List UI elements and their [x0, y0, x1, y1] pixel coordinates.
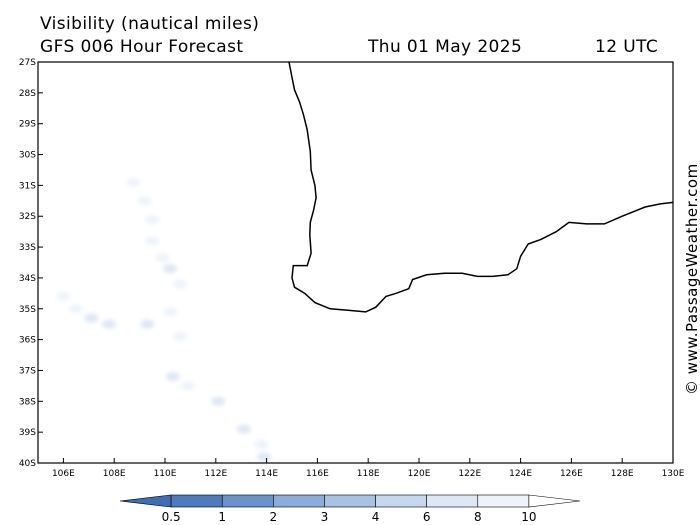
lon-tick-label: 114E — [255, 469, 278, 479]
lon-tick-label: 116E — [306, 469, 329, 479]
lon-tick-label: 122E — [458, 469, 481, 479]
lat-tick-label: 27S — [19, 58, 36, 68]
fog-patch — [56, 291, 71, 301]
colorbar-min-arrow — [119, 494, 172, 508]
lon-tick-label: 126E — [560, 469, 583, 479]
lat-tick-label: 40S — [19, 459, 36, 469]
fog-patch — [163, 264, 178, 274]
colorbar-label: 8 — [474, 510, 482, 524]
lon-tick-label: 128E — [611, 469, 634, 479]
colorbar-label: 1 — [218, 510, 226, 524]
fog-patch — [180, 381, 195, 391]
latitude-axis: 27S 28S 29S 30S 31S 32S 33S 34S 35S 36S 37S 38S 39S 4… — [19, 58, 43, 469]
colorbar-segment — [221, 494, 274, 508]
forecast-label: GFS 006 Hour Forecast — [40, 37, 244, 57]
lat-tick-label: 31S — [19, 181, 36, 191]
colorbar-label: 6 — [423, 510, 431, 524]
forecast-date: Thu 01 May 2025 — [368, 37, 523, 57]
colorbar-segment — [426, 494, 479, 508]
lat-tick-label: 35S — [19, 305, 36, 315]
colorbar-label: 3 — [321, 510, 329, 524]
visibility-fog-layer — [56, 177, 272, 462]
lon-tick-label: 108E — [103, 469, 126, 479]
fog-patch — [173, 332, 188, 342]
lon-tick-label: 110E — [154, 469, 177, 479]
forecast-time: 12 UTC — [595, 37, 659, 57]
map-frame — [37, 61, 674, 464]
colorbar-segment — [273, 494, 325, 508]
fog-patch — [69, 304, 84, 314]
colorbar-label: 4 — [372, 510, 380, 524]
colorbar-segment — [324, 494, 376, 508]
fog-patch — [145, 236, 160, 246]
fog-patch — [257, 452, 272, 462]
lat-tick-label: 30S — [19, 151, 36, 161]
fog-patch — [173, 279, 188, 289]
colorbar-label: 0.5 — [162, 510, 181, 524]
lat-tick-label: 32S — [19, 212, 36, 222]
lon-tick-label: 118E — [357, 469, 380, 479]
lat-tick-label: 39S — [19, 428, 36, 438]
fog-patch — [211, 396, 226, 406]
fog-patch — [140, 319, 155, 329]
colorbar-segment — [375, 494, 427, 508]
colorbar-max-arrow — [528, 494, 581, 508]
lon-tick-label: 120E — [408, 469, 431, 479]
fog-patch — [84, 313, 99, 323]
fog-patch — [163, 307, 178, 317]
lat-tick-label: 34S — [19, 274, 36, 284]
fog-patch — [145, 214, 160, 224]
lat-tick-label: 37S — [19, 366, 36, 376]
colorbar: 0.5 1 2 3 4 6 8 10 — [119, 494, 581, 524]
fog-patch — [137, 196, 152, 206]
colorbar-segment — [477, 494, 530, 508]
colorbar-label: 10 — [521, 510, 536, 524]
fog-patch — [236, 424, 251, 434]
longitude-axis: 106E 108E 110E 112E 114E 116E 118E 120E 122E 124E… — [52, 458, 685, 479]
lat-tick-label: 29S — [19, 120, 36, 130]
fog-patch — [155, 253, 170, 263]
lat-tick-label: 28S — [19, 89, 36, 99]
coastline — [288, 61, 674, 313]
lon-tick-label: 106E — [52, 469, 75, 479]
fog-patch — [254, 439, 269, 449]
lat-tick-label: 33S — [19, 243, 36, 253]
colorbar-label: 2 — [270, 510, 278, 524]
lon-tick-label: 124E — [509, 469, 532, 479]
lon-tick-label: 112E — [204, 469, 227, 479]
credit-watermark: © www.PassageWeather.com — [683, 163, 700, 395]
lon-tick-label: 130E — [662, 469, 685, 479]
fog-patch — [102, 319, 117, 329]
fog-patch — [126, 177, 141, 187]
lat-tick-label: 36S — [19, 336, 36, 346]
colorbar-segment — [170, 494, 223, 508]
fog-patch — [165, 372, 180, 382]
map-title: Visibility (nautical miles) — [40, 14, 260, 34]
lat-tick-label: 38S — [19, 397, 36, 407]
